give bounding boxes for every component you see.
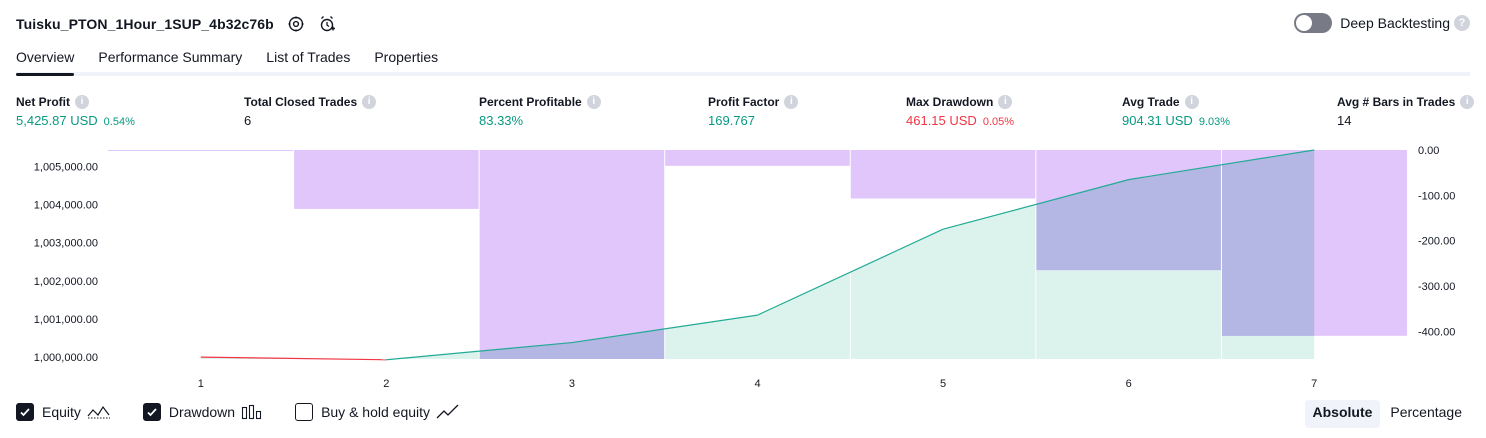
metric-total-closed-trades: Total Closed Trades i 6 (244, 93, 377, 128)
x-axis-tick: 7 (1311, 378, 1317, 390)
deep-backtesting-label: Deep Backtesting (1340, 15, 1450, 31)
metric-label: Avg Trade (1122, 94, 1180, 109)
metrics-row: Net Profit i 5,425.87 USD 0.54% Total Clos… (0, 93, 1486, 133)
equity-line-segment (386, 341, 572, 361)
equity-line-segment (757, 228, 944, 316)
mode-absolute-button[interactable]: Absolute (1304, 400, 1381, 428)
equity-line-segment (1128, 149, 1315, 181)
scale-mode-switch: Absolute Percentage (1303, 400, 1471, 428)
x-axis-tick: 3 (569, 378, 575, 390)
metric-label: Avg # Bars in Trades (1337, 94, 1456, 109)
info-icon[interactable]: i (784, 94, 799, 109)
mode-percentage-button[interactable]: Percentage (1390, 404, 1462, 420)
info-icon[interactable]: i (1184, 94, 1199, 109)
drawdown-checkbox[interactable] (142, 403, 161, 421)
legend-label: Drawdown (168, 404, 236, 420)
metric-avg-bars: Avg # Bars in Trades i 14 (1337, 93, 1475, 128)
metric-value: 5,425.87 USD (16, 113, 98, 128)
equity-axis-tick: 1,002,000.00 (34, 276, 98, 288)
drawdown-bars-icon (241, 404, 263, 420)
equity-checkbox[interactable] (16, 403, 34, 421)
equity-line-segment (200, 356, 387, 361)
metric-percent: 9.03% (1198, 116, 1231, 128)
equity-axis-tick: 1,000,000.00 (34, 352, 98, 364)
overlap-region (1035, 164, 1222, 271)
buy-hold-checkbox[interactable] (295, 403, 314, 421)
info-icon[interactable]: i (75, 94, 89, 109)
tab-overview[interactable]: Overview (16, 44, 75, 76)
deep-backtesting: Deep Backtesting ? (1294, 13, 1470, 33)
metric-label: Max Drawdown (906, 94, 994, 109)
drawdown-axis-tick: 0.00 (1418, 145, 1439, 157)
equity-axis-tick: 1,004,000.00 (34, 199, 98, 211)
metric-net-profit: Net Profit i 5,425.87 USD 0.54% (16, 93, 135, 128)
tab-bar: Overview Performance Summary List of Tra… (16, 44, 1470, 76)
drawdown-axis-tick: -100.00 (1418, 190, 1455, 202)
drawdown-bar (108, 150, 294, 151)
metric-label: Profit Factor (708, 94, 780, 109)
metric-value: 83.33% (479, 113, 524, 128)
info-icon[interactable]: i (998, 94, 1013, 109)
metric-max-drawdown: Max Drawdown i 461.15 USD 0.05% (906, 93, 1014, 128)
equity-axis-tick: 1,003,000.00 (34, 238, 98, 250)
x-axis-tick: 2 (383, 378, 389, 390)
info-icon[interactable]: i (1460, 94, 1475, 109)
drawdown-axis-tick: -300.00 (1418, 281, 1455, 293)
metric-percent: 0.54% (103, 116, 135, 128)
metric-label: Total Closed Trades (244, 94, 358, 109)
legend-label: Buy & hold equity (321, 404, 431, 420)
metric-value: 461.15 USD (906, 113, 977, 128)
info-icon[interactable]: i (586, 94, 601, 109)
drawdown-axis-tick: -200.00 (1418, 236, 1455, 248)
equity-line-segment (942, 179, 1129, 230)
info-icon[interactable]: i (362, 94, 377, 109)
metric-value: 169.767 (708, 113, 755, 128)
drawdown-axis-tick: -400.00 (1418, 326, 1455, 338)
x-axis-tick: 4 (754, 378, 760, 390)
metric-label: Net Profit (16, 94, 70, 109)
metric-avg-trade: Avg Trade i 904.31 USD 9.03% (1122, 93, 1230, 128)
strategy-header: Tuisku_PTON_1Hour_1SUP_4b32c76b (16, 12, 338, 36)
add-alert-icon[interactable] (318, 14, 338, 34)
legend-label: Equity (42, 404, 81, 420)
tab-performance-summary[interactable]: Performance Summary (98, 49, 243, 65)
x-axis-tick: 1 (198, 378, 204, 390)
legend-buy-hold[interactable]: Buy & hold equity (295, 403, 460, 421)
overlap-region (1221, 150, 1315, 336)
deep-backtesting-toggle[interactable] (1294, 13, 1333, 33)
metric-percent: 0.05% (982, 116, 1015, 128)
metric-value: 904.31 USD (1122, 113, 1193, 128)
tab-list-of-trades[interactable]: List of Trades (266, 49, 351, 65)
drawdown-bar (850, 150, 1036, 199)
equity-line-segment (571, 314, 758, 344)
metric-profit-factor: Profit Factor i 169.767 (708, 93, 799, 128)
equity-drawdown-chart[interactable]: 1,005,000.00 1,004,000.00 1,003,000.00 1,00… (0, 140, 1486, 395)
help-icon[interactable]: ? (1454, 15, 1470, 31)
legend-equity[interactable]: Equity (16, 403, 111, 421)
metric-value: 6 (244, 113, 252, 128)
equity-axis-tick: 1,005,000.00 (34, 161, 98, 173)
x-axis-tick: 5 (940, 378, 946, 390)
buy-hold-line-icon (436, 404, 460, 420)
tab-properties[interactable]: Properties (374, 49, 439, 65)
metric-value: 14 (1337, 113, 1352, 128)
drawdown-bar (293, 150, 480, 209)
strategy-title: Tuisku_PTON_1Hour_1SUP_4b32c76b (16, 16, 274, 32)
metric-label: Percent Profitable (479, 94, 582, 109)
overlap-region (479, 328, 665, 359)
metric-percent-profitable: Percent Profitable i 83.33% (479, 93, 601, 128)
equity-line-icon (87, 404, 111, 420)
toggle-knob (1296, 15, 1313, 31)
legend-drawdown[interactable]: Drawdown (142, 403, 263, 421)
settings-icon[interactable] (286, 14, 306, 34)
drawdown-bar (479, 150, 665, 359)
x-axis-tick: 6 (1126, 378, 1132, 390)
chart-legend: Equity Drawdown Buy & hold equity (16, 403, 492, 421)
equity-axis-tick: 1,001,000.00 (34, 314, 98, 326)
drawdown-bar (664, 150, 851, 166)
